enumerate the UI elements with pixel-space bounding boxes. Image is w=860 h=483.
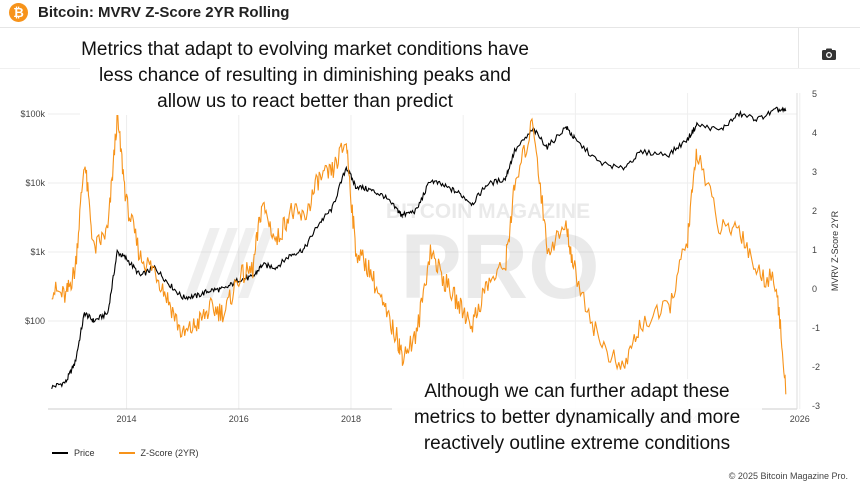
camera-icon[interactable] <box>819 46 839 62</box>
annotation-bottom: Although we can further adapt these metr… <box>392 379 762 457</box>
y-left-tick-label: $10k <box>25 178 45 188</box>
chart-series <box>51 106 787 395</box>
zscore-line <box>51 107 787 395</box>
legend-swatch-zscore <box>118 452 135 454</box>
y-left-tick-label: $100 <box>25 316 45 326</box>
x-tick-label: 2014 <box>117 414 137 424</box>
y-right-tick-label: -1 <box>812 323 820 333</box>
watermark-slash-mark <box>184 228 274 298</box>
y-right-tick-label: -2 <box>812 362 820 372</box>
annotation-top: Metrics that adapt to evolving market co… <box>80 37 530 115</box>
x-tick-label: 2026 <box>790 414 810 424</box>
toolbar-divider <box>798 28 799 68</box>
x-tick-label: 2016 <box>229 414 249 424</box>
watermark-top-text: BITCOIN MAGAZINE <box>386 200 590 223</box>
y-right-tick-label: 1 <box>812 245 817 255</box>
y-right-tick-label: 0 <box>812 284 817 294</box>
bitcoin-logo-icon: ₿ <box>9 3 28 22</box>
chart-legend: Price Z-Score (2YR) <box>52 448 199 458</box>
x-tick-label: 2018 <box>341 414 361 424</box>
legend-label-price[interactable]: Price <box>74 448 95 458</box>
y-left-tick-label: $100k <box>20 109 45 119</box>
y-right-tick-label: 5 <box>812 89 817 99</box>
y-left-tick-label: $1k <box>30 247 45 257</box>
y-right-tick-label: 4 <box>812 128 817 138</box>
page-title: Bitcoin: MVRV Z-Score 2YR Rolling <box>38 4 290 21</box>
legend-swatch-price <box>52 452 68 454</box>
y-right-tick-label: 2 <box>812 206 817 216</box>
y-right-tick-label: 3 <box>812 167 817 177</box>
copyright-text: © 2025 Bitcoin Magazine Pro. <box>728 471 848 481</box>
legend-label-zscore[interactable]: Z-Score (2YR) <box>140 448 199 458</box>
chart-header: ₿ Bitcoin: MVRV Z-Score 2YR Rolling <box>0 0 860 28</box>
price-line <box>51 106 787 390</box>
watermark: BITCOIN MAGAZINE PRO <box>184 200 600 318</box>
watermark-main-text: PRO <box>400 216 599 318</box>
y-right-tick-label: -3 <box>812 401 820 411</box>
y-right-axis-label: MVRV Z-Score 2YR <box>830 210 840 291</box>
